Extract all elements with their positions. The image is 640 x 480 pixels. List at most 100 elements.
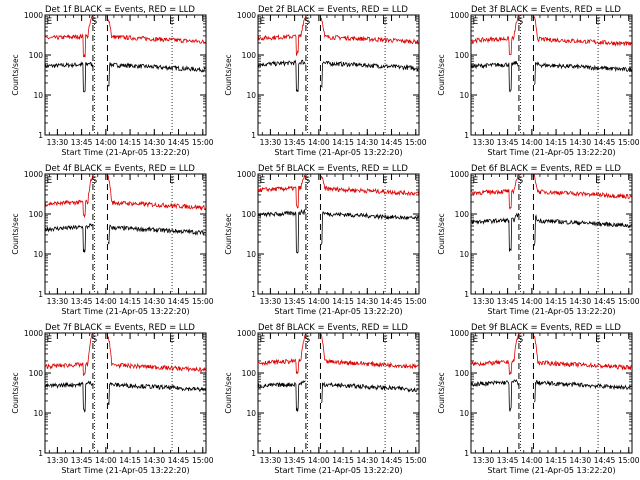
x-tick-label: 14:15 bbox=[119, 297, 141, 306]
y-tick-label: 10 bbox=[246, 250, 256, 259]
y-tick-label: 100 bbox=[242, 51, 257, 60]
x-axis-label: Start Time (21-Apr-05 13:22:20) bbox=[487, 148, 615, 157]
x-tick-label: 14:45 bbox=[381, 456, 403, 465]
y-tick-label: 10 bbox=[459, 409, 469, 418]
x-tick-label: 13:30 bbox=[47, 138, 69, 147]
y-tick-label: 100 bbox=[242, 369, 257, 378]
events-series-line bbox=[257, 208, 419, 254]
x-axis-label: Start Time (21-Apr-05 13:22:20) bbox=[61, 466, 189, 475]
marker-label: E bbox=[169, 176, 175, 186]
y-axis-ticks bbox=[258, 14, 419, 136]
y-tick-label: 10 bbox=[246, 409, 256, 418]
x-tick-label: 14:15 bbox=[332, 297, 354, 306]
x-tick-label: 15:00 bbox=[618, 138, 640, 147]
y-tick-label: 1 bbox=[38, 131, 43, 140]
y-axis-label: Counts/sec bbox=[11, 372, 20, 413]
x-tick-label: 13:45 bbox=[71, 297, 93, 306]
y-tick-label: 1000 bbox=[237, 170, 256, 179]
plot-frame bbox=[44, 332, 207, 454]
x-tick-label: 15:00 bbox=[192, 138, 214, 147]
x-tick-label: 14:15 bbox=[332, 456, 354, 465]
marker-label: E bbox=[46, 335, 52, 345]
x-tick-label: 14:00 bbox=[95, 456, 117, 465]
x-tick-label: 13:30 bbox=[473, 456, 495, 465]
y-tick-label: 10 bbox=[459, 91, 469, 100]
panel-title: Det 2f BLACK = Events, RED = LLD bbox=[258, 5, 408, 15]
x-tick-label: 14:15 bbox=[332, 138, 354, 147]
y-tick-label: 10 bbox=[246, 91, 256, 100]
plot-frame bbox=[470, 14, 633, 136]
y-axis-label: Counts/sec bbox=[437, 213, 446, 254]
y-axis-label: Counts/sec bbox=[11, 54, 20, 95]
x-axis-label: Start Time (21-Apr-05 13:22:20) bbox=[274, 148, 402, 157]
events-series-line bbox=[470, 378, 632, 412]
marker-label: E bbox=[169, 335, 175, 345]
lld-series-line bbox=[44, 333, 206, 376]
x-tick-label: 15:00 bbox=[405, 138, 427, 147]
x-tick-label: 14:45 bbox=[594, 138, 616, 147]
events-series-line bbox=[44, 223, 206, 253]
detector-panel-4: Det 4f BLACK = Events, RED = LLD 1 10 100 10… bbox=[11, 164, 214, 316]
y-axis-label: Counts/sec bbox=[224, 54, 233, 95]
x-tick-label: 14:30 bbox=[356, 456, 378, 465]
y-tick-label: 1 bbox=[251, 449, 256, 458]
marker-label: E bbox=[382, 335, 388, 345]
x-tick-label: 14:30 bbox=[569, 456, 591, 465]
plot-frame bbox=[257, 173, 420, 295]
y-tick-label: 1 bbox=[38, 449, 43, 458]
panel-title: Det 8f BLACK = Events, RED = LLD bbox=[258, 323, 408, 333]
y-axis-label: Counts/sec bbox=[437, 54, 446, 95]
detector-panel-3: Det 3f BLACK = Events, RED = LLD 1 10 100 10… bbox=[437, 5, 640, 157]
marker-label: S bbox=[518, 335, 524, 345]
x-tick-label: 15:00 bbox=[405, 456, 427, 465]
y-tick-label: 1000 bbox=[237, 329, 256, 338]
marker-label: E bbox=[472, 176, 478, 186]
x-axis-label: Start Time (21-Apr-05 13:22:20) bbox=[274, 466, 402, 475]
x-tick-label: 14:30 bbox=[356, 297, 378, 306]
y-tick-label: 1 bbox=[464, 449, 469, 458]
x-axis-label: Start Time (21-Apr-05 13:22:20) bbox=[61, 307, 189, 316]
lld-series-line bbox=[44, 15, 206, 58]
x-tick-label: 14:00 bbox=[308, 138, 330, 147]
x-tick-label: 14:45 bbox=[381, 138, 403, 147]
x-tick-label: 14:45 bbox=[594, 297, 616, 306]
x-tick-label: 14:45 bbox=[168, 297, 190, 306]
marker-label: E bbox=[595, 335, 601, 345]
y-tick-label: 1000 bbox=[24, 11, 43, 20]
x-tick-label: 14:00 bbox=[95, 297, 117, 306]
x-tick-label: 14:45 bbox=[381, 297, 403, 306]
x-axis-ticks bbox=[261, 15, 417, 135]
plot-frame bbox=[44, 173, 207, 295]
panel-title: Det 3f BLACK = Events, RED = LLD bbox=[471, 5, 621, 15]
x-tick-label: 14:30 bbox=[143, 456, 165, 465]
y-axis-label: Counts/sec bbox=[224, 213, 233, 254]
lld-series-line bbox=[470, 333, 632, 375]
y-tick-label: 100 bbox=[29, 369, 44, 378]
y-tick-label: 10 bbox=[459, 250, 469, 259]
x-axis-ticks bbox=[261, 333, 417, 453]
marker-label: E bbox=[472, 17, 478, 27]
x-axis-label: Start Time (21-Apr-05 13:22:20) bbox=[274, 307, 402, 316]
x-axis-ticks bbox=[48, 15, 204, 135]
x-axis-ticks bbox=[261, 174, 417, 294]
lld-series-line bbox=[470, 173, 632, 210]
marker-label: E bbox=[46, 176, 52, 186]
y-axis-label: Counts/sec bbox=[437, 372, 446, 413]
events-series-line bbox=[257, 59, 419, 93]
x-tick-label: 13:45 bbox=[284, 456, 306, 465]
y-tick-label: 1 bbox=[251, 290, 256, 299]
detector-panel-2: Det 2f BLACK = Events, RED = LLD 1 10 100 10… bbox=[224, 5, 427, 157]
x-tick-label: 14:30 bbox=[356, 138, 378, 147]
y-tick-label: 100 bbox=[455, 369, 470, 378]
lld-series-line bbox=[44, 175, 206, 219]
events-series-line bbox=[470, 60, 632, 93]
events-series-line bbox=[257, 380, 419, 412]
x-tick-label: 14:00 bbox=[521, 456, 543, 465]
y-axis-ticks bbox=[471, 332, 632, 454]
y-tick-label: 100 bbox=[242, 210, 257, 219]
marker-label: S bbox=[305, 176, 311, 186]
x-tick-label: 13:45 bbox=[497, 456, 519, 465]
x-tick-label: 14:45 bbox=[168, 138, 190, 147]
detector-panel-9: Det 9f BLACK = Events, RED = LLD 1 10 100 10… bbox=[437, 323, 640, 475]
marker-label: S bbox=[92, 335, 98, 345]
